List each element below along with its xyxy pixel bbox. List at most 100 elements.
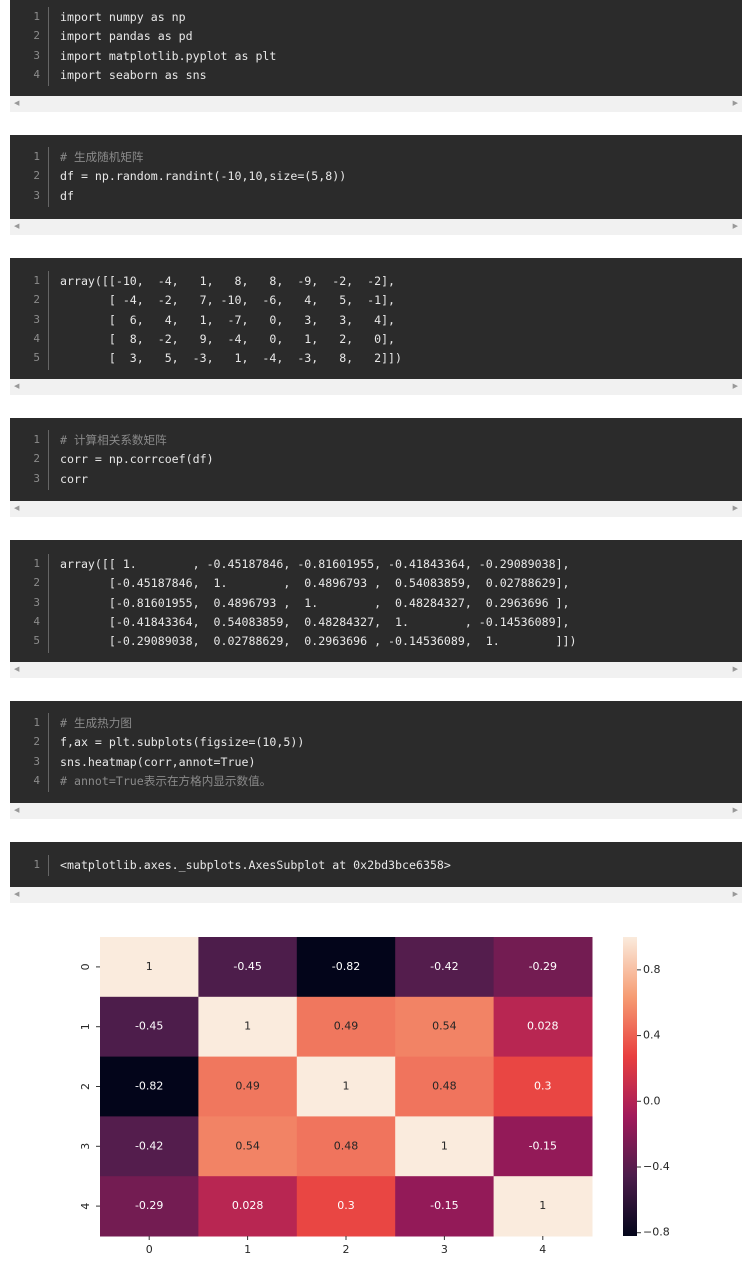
horizontal-scrollbar: ◀ ▶	[10, 96, 742, 112]
line-number: 5	[33, 351, 40, 365]
scroll-left-arrow: ◀	[14, 665, 20, 673]
heatmap-cell	[100, 1176, 199, 1237]
code-line: [ 8, -2, 9, -4, 0, 1, 2, 0],	[60, 331, 396, 346]
heatmap-cell	[198, 1056, 298, 1117]
line-number: 1	[33, 274, 40, 287]
x-tick-label: 0	[146, 1243, 153, 1256]
code-line: sns.heatmap(corr,annot=True)	[60, 754, 256, 769]
code-line: [ -4, -2, 7, -10, -6, 4, 5, -1],	[60, 293, 396, 308]
cell-annotation: -0.42	[430, 960, 458, 973]
horizontal-scrollbar: ◀ ▶	[10, 803, 742, 819]
scroll-left-arrow: ◀	[14, 382, 20, 390]
y-tick-label: 0	[79, 963, 92, 970]
code-line: # 生成热力图	[60, 716, 132, 730]
heatmap-cell	[100, 937, 199, 998]
cell-annotation: 1	[343, 1080, 350, 1093]
scroll-right-arrow: ▶	[732, 99, 738, 107]
code-cell: 1 array([[ 1. , -0.45187846, -0.81601955,…	[10, 540, 742, 662]
line-number: 3	[33, 595, 40, 609]
colorbar-tick-label: 0.8	[643, 963, 661, 976]
cell-annotation: -0.15	[529, 1139, 557, 1152]
colorbar-tick-label: 0.0	[643, 1094, 661, 1107]
line-number: 1	[33, 10, 40, 23]
x-tick-label: 4	[539, 1243, 546, 1256]
gutter-divider	[48, 554, 49, 653]
gutter-divider	[48, 713, 49, 793]
heatmap-cell	[198, 996, 298, 1058]
scroll-left-arrow: ◀	[14, 222, 20, 230]
line-number: 3	[33, 471, 40, 485]
scroll-right-arrow: ▶	[732, 222, 738, 230]
code-cell: 1 # 计算相关系数矩阵 2 corr = np.corrcoef(df) 3 corr	[10, 418, 742, 501]
heatmap-cell	[296, 1176, 396, 1237]
cell-annotation: -0.45	[135, 1020, 163, 1033]
code-line: corr	[60, 471, 88, 486]
cell-annotation: 0.3	[534, 1080, 552, 1093]
code-line: [ 3, 5, -3, 1, -4, -3, 8, 2]])	[60, 351, 403, 366]
code-line: df = np.random.randint(-10,10,size=(5,8)…	[60, 169, 347, 184]
line-number: 4	[33, 614, 40, 628]
scroll-left-arrow: ◀	[14, 504, 20, 512]
code-line: df	[60, 188, 74, 203]
cell-annotation: 0.54	[432, 1020, 457, 1033]
gutter-divider	[48, 430, 49, 490]
gutter-divider	[48, 855, 49, 877]
heatmap-cell	[296, 996, 396, 1058]
y-tick-label: 4	[79, 1203, 92, 1210]
heatmap-cell	[100, 996, 199, 1058]
cell-annotation: -0.42	[135, 1139, 163, 1152]
cell-annotation: -0.82	[135, 1080, 163, 1093]
cell-annotation: -0.82	[332, 960, 360, 973]
code-line: corr = np.corrcoef(df)	[60, 452, 214, 467]
scroll-left-arrow: ◀	[14, 890, 20, 898]
horizontal-scrollbar: ◀ ▶	[10, 219, 742, 235]
scroll-right-arrow: ▶	[732, 504, 738, 512]
x-tick-label: 3	[441, 1243, 448, 1256]
horizontal-scrollbar: ◀ ▶	[10, 379, 742, 395]
code-line: # annot=True表示在方格内显示数值。	[60, 773, 272, 788]
cell-annotation: -0.29	[135, 1199, 163, 1212]
heatmap-cell	[493, 1116, 593, 1177]
gutter-divider	[48, 271, 49, 370]
line-number: 3	[33, 754, 40, 768]
line-number: 5	[33, 634, 40, 648]
line-number: 1	[33, 716, 40, 729]
line-number: 1	[33, 150, 40, 163]
heatmap-cell	[395, 1176, 495, 1237]
line-number: 1	[33, 433, 40, 446]
heatmap-cell	[493, 1056, 593, 1117]
line-number: 3	[33, 312, 40, 326]
horizontal-scrollbar: ◀ ▶	[10, 501, 742, 517]
code-cell: 1 <matplotlib.axes._subplots.AxesSubplot …	[10, 842, 742, 887]
heatmap-cell	[395, 937, 495, 998]
line-number: 1	[33, 858, 40, 871]
heatmap-cell	[395, 996, 495, 1058]
code-line: import numpy as np	[60, 10, 186, 24]
x-tick-label: 1	[244, 1243, 251, 1256]
cell-annotation: 1	[539, 1199, 546, 1212]
colorbar-tick-label: −0.8	[643, 1226, 670, 1239]
line-number: 2	[33, 452, 40, 466]
y-tick-label: 2	[79, 1083, 92, 1090]
colorbar-tick-label: −0.4	[643, 1160, 670, 1173]
code-line: [ 6, 4, 1, -7, 0, 3, 3, 4],	[60, 312, 396, 327]
cell-annotation: 1	[146, 960, 153, 973]
code-line: array([[-10, -4, 1, 8, 8, -9, -2, -2],	[60, 274, 396, 288]
heatmap-cell	[100, 1116, 199, 1177]
scroll-left-arrow: ◀	[14, 806, 20, 814]
code-line: array([[ 1. , -0.45187846, -0.81601955, …	[60, 557, 570, 571]
code-line: [-0.41843364, 0.54083859, 0.48284327, 1.…	[60, 614, 570, 629]
code-line: <matplotlib.axes._subplots.AxesSubplot a…	[60, 858, 451, 872]
code-line: import seaborn as sns	[60, 67, 207, 82]
code-cell: 1 # 生成热力图 2 f,ax = plt.subplots(figsize=(10…	[10, 701, 742, 803]
gutter-divider	[48, 7, 49, 87]
heatmap-cell	[493, 1176, 593, 1237]
cell-annotation: 0.49	[334, 1020, 359, 1033]
line-number: 2	[33, 735, 40, 749]
cell-annotation: 0.54	[235, 1139, 260, 1152]
code-line: [-0.81601955, 0.4896793 , 1. , 0.4828432…	[60, 595, 570, 610]
line-number: 4	[33, 67, 40, 81]
heatmap-cell	[198, 937, 298, 998]
heatmap-cell	[296, 1056, 396, 1117]
